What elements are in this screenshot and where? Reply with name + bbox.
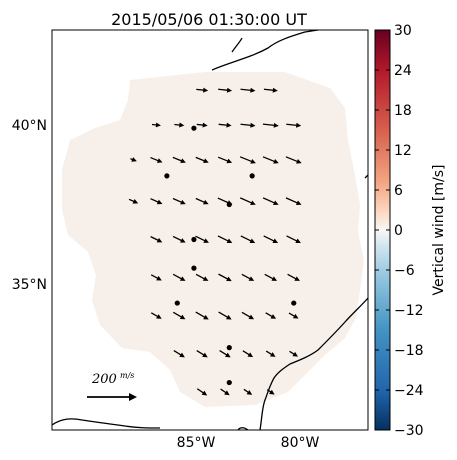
wind-vector	[266, 389, 275, 395]
radar-station	[174, 300, 180, 306]
radar-domain-fill	[62, 72, 364, 407]
wind-vector	[151, 122, 161, 128]
wind-vector	[195, 273, 209, 281]
radar-station-markers	[164, 125, 297, 386]
wind-vector	[218, 87, 233, 93]
colorbar-tick-label: −12	[394, 303, 424, 319]
wind-vector	[195, 197, 209, 205]
wind-vector	[239, 197, 256, 206]
colorbar-ticks: 30 24 18 12 6 0 −6 −12 −18 −24 −30	[375, 23, 424, 439]
wind-vector	[264, 273, 278, 281]
wind-vector	[150, 236, 163, 243]
wind-vector-field	[128, 87, 302, 396]
wind-vector	[172, 311, 186, 320]
radar-station	[291, 300, 297, 306]
wind-vector	[130, 157, 137, 162]
wind-vector	[288, 312, 299, 319]
wind-vector	[128, 198, 139, 204]
radar-station	[191, 236, 197, 243]
map-title: 2015/05/06 01:30:00 UT	[111, 10, 307, 29]
wind-vector	[150, 274, 162, 281]
colorbar-tick-label: 0	[394, 223, 403, 239]
wind-vector	[263, 235, 279, 244]
wind-vector	[285, 197, 302, 206]
wind-vector	[172, 156, 186, 164]
wind-vector	[196, 122, 208, 128]
radar-station	[249, 173, 255, 179]
wind-vector	[241, 273, 255, 281]
wind-vector	[241, 311, 255, 320]
wind-vector	[262, 122, 279, 128]
wind-vector	[239, 156, 256, 164]
quiver-key-arrow-head	[129, 393, 137, 401]
latitude-tick-labels: 40°N 35°N	[12, 118, 47, 293]
wind-vector	[289, 350, 299, 357]
wind-vector	[172, 273, 186, 281]
wind-vector	[285, 156, 302, 164]
wind-vector	[287, 273, 300, 281]
wind-vector	[217, 235, 233, 244]
quiver-key-value: 200	[91, 372, 117, 387]
wind-vector	[150, 312, 162, 319]
colorbar-tick-label: 30	[394, 23, 412, 39]
colorbar-tick-label: 18	[394, 103, 412, 119]
wind-vector	[263, 87, 278, 93]
wind-vector	[195, 311, 209, 320]
wind-vector	[217, 156, 233, 164]
wind-vector	[196, 349, 208, 358]
wind-vector	[286, 235, 301, 244]
wind-vector	[173, 349, 185, 358]
colorbar-tick-label: 6	[394, 183, 403, 199]
map-frame	[51, 29, 369, 431]
colorbar-tick-label: −30	[394, 423, 424, 439]
wind-vector	[196, 388, 208, 396]
wind-vector	[265, 312, 277, 319]
radar-station	[164, 173, 170, 179]
wind-vector	[220, 388, 230, 396]
colorbar-tick-label: −18	[394, 343, 424, 359]
wind-vector	[195, 235, 209, 243]
wind-vector	[242, 350, 254, 358]
radar-station	[191, 265, 197, 271]
wind-vector	[218, 122, 232, 128]
radar-station	[226, 345, 232, 351]
wind-vector	[196, 87, 209, 93]
wind-vector	[219, 349, 231, 358]
latitude-tick-label: 40°N	[12, 118, 47, 134]
wind-vector	[174, 122, 185, 128]
wind-vector	[150, 156, 163, 163]
latitude-tick-label: 35°N	[12, 277, 47, 293]
wind-vector	[265, 350, 276, 357]
radar-station	[226, 379, 232, 386]
wind-vector	[243, 388, 253, 395]
wind-vector	[218, 273, 232, 282]
colorbar-tick-label: 24	[394, 63, 412, 79]
coastline-lines	[51, 29, 369, 431]
wind-vector	[240, 235, 256, 244]
quiver-key: 200 m/s	[87, 371, 137, 401]
wind-vector	[286, 122, 302, 128]
wind-vector	[150, 198, 163, 205]
wind-vector	[262, 197, 279, 206]
wind-vector	[172, 235, 186, 243]
colorbar-tick-label: −24	[394, 383, 424, 399]
longitude-tick-label: 85°W	[177, 435, 216, 451]
longitude-tick-labels: 85°W 80°W	[177, 435, 320, 451]
radar-station	[226, 201, 232, 208]
wind-vector	[240, 122, 256, 128]
wind-vector	[172, 197, 186, 205]
quiver-key-unit: m/s	[120, 371, 134, 380]
wind-vector	[262, 156, 279, 164]
wind-vector	[195, 156, 209, 164]
colorbar-label: Vertical wind [m/s]	[431, 165, 447, 296]
longitude-tick-label: 80°W	[281, 435, 320, 451]
colorbar-tick-label: −6	[394, 263, 415, 279]
wind-vector	[240, 87, 256, 93]
radar-station	[191, 125, 197, 131]
map-panel: 200 m/s	[51, 29, 369, 431]
colorbar: 30 24 18 12 6 0 −6 −12 −18 −24 −30 Vertical wind […	[374, 23, 447, 439]
colorbar-tick-label: 12	[394, 143, 412, 159]
wind-vector	[218, 311, 232, 320]
